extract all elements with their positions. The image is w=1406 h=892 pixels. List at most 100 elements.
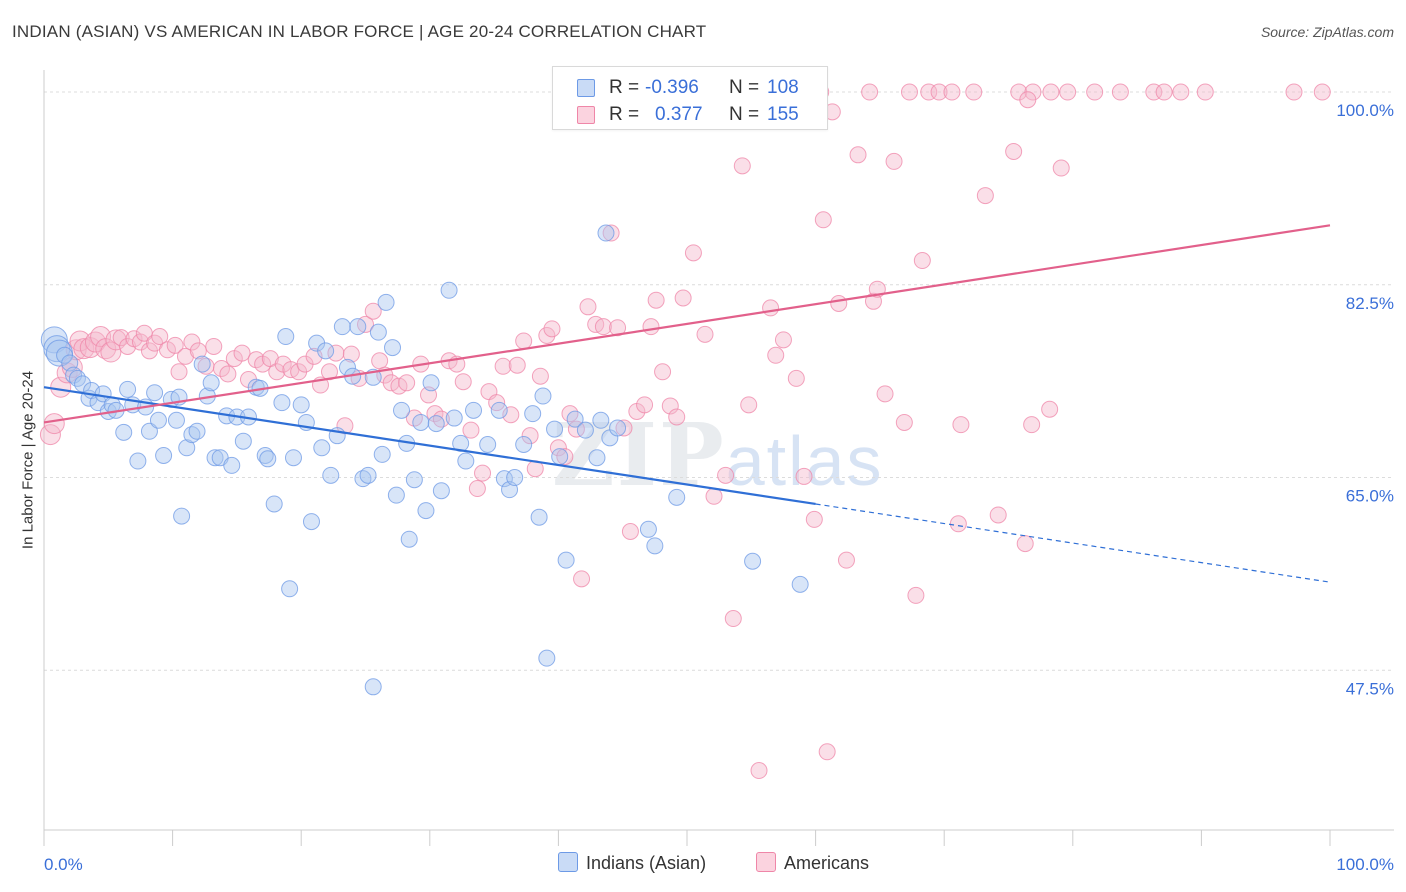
legend-n-label: N = <box>729 77 760 98</box>
point-americans <box>549 439 567 457</box>
legend-n-value: 155 <box>767 104 799 125</box>
point-americans <box>717 466 735 484</box>
legend-swatch-indians <box>577 79 595 97</box>
point-americans <box>1023 416 1041 434</box>
point-indians <box>140 422 158 440</box>
legend-r-value: 0.377 <box>655 104 703 125</box>
point-indians <box>384 339 402 357</box>
point-indians <box>405 471 423 489</box>
point-americans <box>508 356 526 374</box>
point-indians <box>322 466 340 484</box>
point-indians <box>149 411 167 429</box>
point-indians <box>393 401 411 419</box>
point-americans <box>913 252 931 270</box>
point-americans <box>1285 83 1303 101</box>
point-americans <box>398 374 416 392</box>
point-americans <box>787 369 805 387</box>
point-indians <box>490 401 508 419</box>
point-americans <box>900 83 918 101</box>
point-americans <box>733 157 751 175</box>
point-americans <box>976 187 994 205</box>
point-americans <box>795 467 813 485</box>
point-indians <box>202 374 220 392</box>
point-americans <box>468 480 486 498</box>
point-americans <box>674 289 692 307</box>
point-indians <box>417 502 435 520</box>
point-indians <box>465 401 483 419</box>
trendline-indians <box>43 386 816 506</box>
bottom-legend-label: Indians (Asian) <box>586 853 707 873</box>
point-americans <box>696 325 714 343</box>
point-indians <box>576 421 594 439</box>
bottom-legend-label: Americans <box>784 853 870 873</box>
point-americans <box>621 523 639 541</box>
point-americans <box>371 352 389 370</box>
point-americans <box>43 413 65 435</box>
chart-title: INDIAN (ASIAN) VS AMERICAN IN LABOR FORC… <box>12 22 707 41</box>
point-americans <box>219 365 237 383</box>
point-indians <box>349 318 367 336</box>
point-americans <box>615 419 633 437</box>
point-indians <box>369 323 387 341</box>
watermark-atlas: atlas <box>725 422 884 500</box>
point-indians <box>639 520 657 538</box>
point-indians <box>313 439 331 457</box>
point-americans <box>494 357 512 375</box>
point-indians <box>333 318 351 336</box>
legend-swatch-americans <box>577 106 595 124</box>
point-americans <box>724 610 742 628</box>
point-indians <box>354 470 372 488</box>
point-indians <box>193 355 211 373</box>
point-americans <box>647 291 665 309</box>
point-indians <box>551 448 569 466</box>
point-indians <box>359 466 377 484</box>
point-americans <box>661 397 679 415</box>
point-indians <box>277 328 295 346</box>
point-indians <box>538 649 556 667</box>
point-americans <box>205 337 223 355</box>
point-indians <box>292 396 310 414</box>
point-indians <box>377 293 395 311</box>
point-americans <box>767 346 785 364</box>
point-indians <box>534 387 552 405</box>
bottom-legend-americans: Americans <box>756 852 869 874</box>
point-indians <box>427 415 445 433</box>
point-americans <box>170 363 188 381</box>
point-americans <box>1005 143 1023 161</box>
point-americans <box>750 762 768 780</box>
point-indians <box>592 411 610 429</box>
y-tick-label: 100.0% <box>1336 101 1394 120</box>
x-tick-label: 100.0% <box>1336 855 1394 874</box>
point-americans <box>1155 83 1173 101</box>
point-americans <box>521 427 539 445</box>
point-americans <box>907 586 925 604</box>
point-americans <box>73 338 95 360</box>
point-indians <box>259 450 277 468</box>
point-americans <box>965 83 983 101</box>
point-indians <box>506 469 524 487</box>
point-indians <box>524 405 542 423</box>
point-americans <box>151 328 169 346</box>
point-americans <box>861 83 879 101</box>
point-americans <box>609 319 627 337</box>
point-indians <box>155 447 173 465</box>
point-americans <box>176 347 194 365</box>
point-americans <box>602 224 620 242</box>
point-americans <box>183 333 201 351</box>
legend-box: R = -0.396 N = 108 R = 0.377 N = 155 <box>552 66 828 130</box>
point-indians <box>445 409 463 427</box>
point-americans <box>543 320 561 338</box>
legend-r-label: R = <box>609 104 640 125</box>
point-americans <box>705 487 723 505</box>
point-indians <box>146 384 164 402</box>
point-americans <box>454 373 472 391</box>
point-americans <box>462 421 480 439</box>
point-indians <box>597 224 615 242</box>
point-indians <box>178 439 196 457</box>
point-americans <box>233 344 251 362</box>
point-indians <box>432 482 450 500</box>
point-indians <box>566 410 584 428</box>
point-americans <box>474 464 492 482</box>
point-indians <box>273 394 291 412</box>
point-americans <box>989 506 1007 524</box>
